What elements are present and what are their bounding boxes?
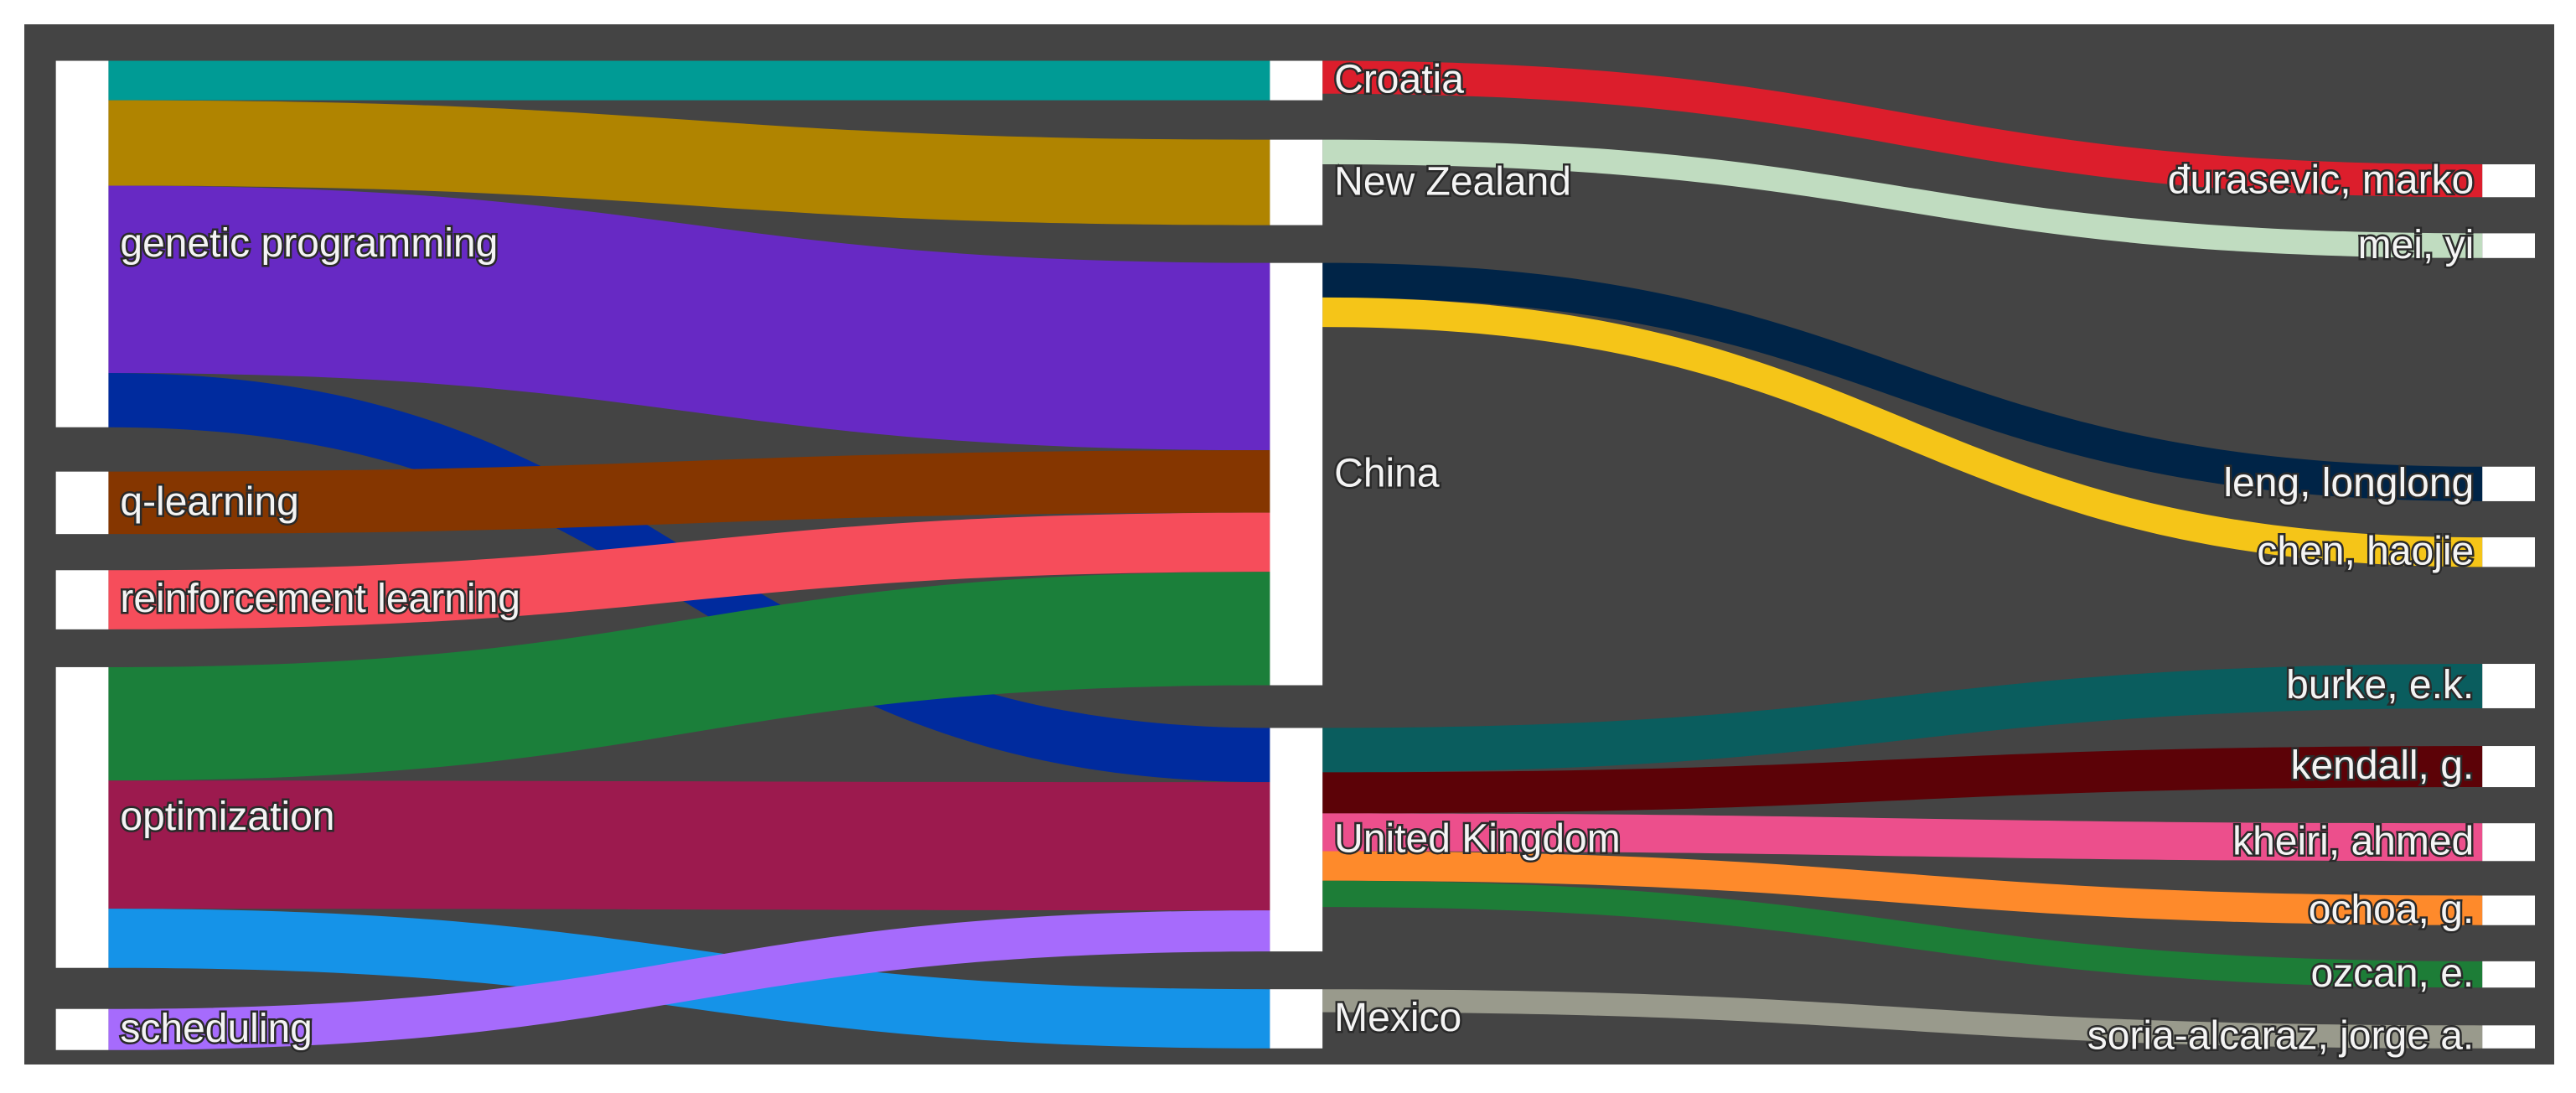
node (2482, 746, 2535, 788)
node-label: kheiri, ahmed (2232, 819, 2474, 863)
node-label: chen, haojie (2257, 529, 2474, 573)
node (1270, 989, 1323, 1049)
node-label: reinforcement learning (120, 577, 520, 621)
node-label: ozcan, e. (2310, 951, 2474, 996)
node-label: ochoa, g. (2309, 888, 2474, 932)
link (108, 60, 1270, 101)
links (108, 60, 2483, 1050)
node-label: soria-alcaraz, jorge a. (2087, 1014, 2475, 1059)
link (1322, 880, 2483, 988)
node (2482, 164, 2535, 198)
node-label: China (1334, 451, 1440, 495)
node (2482, 961, 2535, 988)
node-label: burke, e.k. (2286, 663, 2474, 707)
link (1322, 813, 2483, 862)
node (2482, 233, 2535, 258)
node (2482, 895, 2535, 925)
link (1322, 664, 2483, 773)
node (2482, 537, 2535, 567)
node-label: New Zealand (1334, 159, 1571, 204)
node (55, 570, 109, 629)
node-label: Croatia (1334, 58, 1464, 102)
node (1270, 60, 1323, 101)
node (2482, 1025, 2535, 1049)
link (108, 910, 1270, 1050)
node-label: q-learning (120, 480, 298, 525)
node-label: optimization (120, 795, 334, 839)
link (108, 450, 1270, 535)
link (1322, 60, 2483, 198)
link (108, 185, 1270, 451)
node-label: kendall, g. (2290, 743, 2474, 788)
node (1270, 262, 1323, 686)
link (1322, 262, 2483, 501)
node-label: Mexico (1334, 996, 1461, 1040)
link (1322, 746, 2483, 814)
link (1322, 139, 2483, 258)
node (2482, 466, 2535, 501)
node (55, 60, 109, 427)
node-label: đurasevic, marko (2168, 158, 2474, 202)
link (1322, 851, 2483, 925)
link (108, 100, 1270, 225)
link (108, 512, 1270, 629)
node-label: genetic programming (120, 221, 498, 266)
nodes (55, 60, 2535, 1050)
node (55, 1008, 109, 1050)
node (55, 471, 109, 535)
node-label: scheduling (120, 1007, 313, 1051)
node (55, 666, 109, 968)
node (2482, 823, 2535, 862)
node (1270, 728, 1323, 952)
node (1270, 139, 1323, 225)
link (108, 572, 1270, 781)
node-label: United Kingdom (1334, 816, 1621, 861)
node-label: mei, yi (2358, 223, 2475, 267)
node (2482, 664, 2535, 708)
labels: genetic programming q-learning reinforceme… (118, 55, 2476, 1060)
link (1322, 297, 2483, 567)
link (1322, 989, 2483, 1049)
node-label: leng, longlong (2223, 461, 2474, 505)
link (108, 780, 1270, 911)
